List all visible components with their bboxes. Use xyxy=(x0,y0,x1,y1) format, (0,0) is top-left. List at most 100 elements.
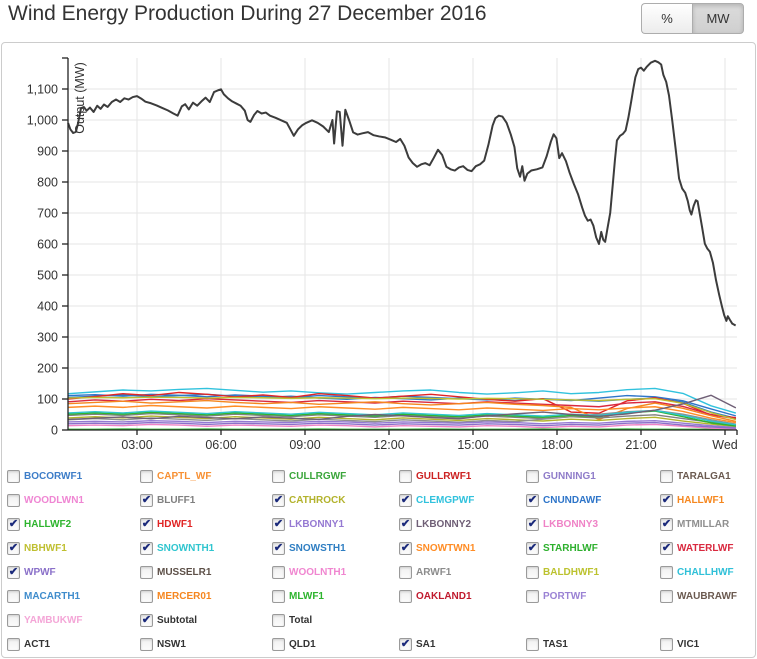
page-title: Wind Energy Production During 27 Decembe… xyxy=(8,2,487,25)
legend-item-WPWF: ✔ WPWF xyxy=(7,560,140,584)
legend-checkbox-CNUNDAWF[interactable]: ✔ xyxy=(526,493,539,507)
legend-label-BALDHWF1: BALDHWF1 xyxy=(543,566,600,578)
series-legend: BOCORWF1 CAPTL_WF CULLRGWF GULLRWF1 GUNNING1… xyxy=(2,464,755,656)
legend-item-SNOWNTH1: ✔ SNOWNTH1 xyxy=(140,536,272,560)
legend-checkbox-SNOWTWN1[interactable]: ✔ xyxy=(399,541,412,555)
legend-label-CATHROCK: CATHROCK xyxy=(289,494,346,506)
legend-label-MLWF1: MLWF1 xyxy=(289,590,324,602)
legend-checkbox-STARHLWF[interactable]: ✔ xyxy=(526,541,539,555)
legend-item-SA1: ✔ SA1 xyxy=(399,632,526,656)
legend-checkbox-GULLRWF1[interactable] xyxy=(399,469,412,483)
legend-item-NBHWF1: ✔ NBHWF1 xyxy=(7,536,140,560)
legend-checkbox-NBHWF1[interactable]: ✔ xyxy=(7,541,20,555)
legend-label-GUNNING1: GUNNING1 xyxy=(543,470,596,482)
legend-checkbox-YAMBUKWF[interactable] xyxy=(7,613,20,627)
legend-checkbox-SA1[interactable]: ✔ xyxy=(399,637,412,651)
legend-checkbox-BOCORWF1[interactable] xyxy=(7,469,20,483)
legend-checkbox-GUNNING1[interactable] xyxy=(526,469,539,483)
legend-label-LKBONNY1: LKBONNY1 xyxy=(289,518,345,530)
legend-label-YAMBUKWF: YAMBUKWF xyxy=(24,614,83,626)
mw-button[interactable]: MW xyxy=(692,3,744,34)
legend-checkbox-HALLWF2[interactable]: ✔ xyxy=(7,517,20,531)
legend-checkbox-VIC1[interactable] xyxy=(660,637,673,651)
legend-checkbox-MLWF1[interactable] xyxy=(272,589,285,603)
legend-label-BOCORWF1: BOCORWF1 xyxy=(24,470,83,482)
legend-checkbox-WOODLWN1[interactable] xyxy=(7,493,20,507)
legend-checkbox-BALDHWF1[interactable] xyxy=(526,565,539,579)
legend-item-MACARTH1: MACARTH1 xyxy=(7,584,140,608)
legend-checkbox-MERCER01[interactable] xyxy=(140,589,153,603)
legend-label-MACARTH1: MACARTH1 xyxy=(24,590,81,602)
legend-checkbox-HALLWF1[interactable]: ✔ xyxy=(660,493,673,507)
legend-checkbox-NSW1[interactable] xyxy=(140,637,153,651)
legend-label-CHALLHWF: CHALLHWF xyxy=(677,566,734,578)
legend-item-NSW1: NSW1 xyxy=(140,632,272,656)
legend-item-MLWF1: MLWF1 xyxy=(272,584,399,608)
legend-checkbox-ARWF1[interactable] xyxy=(399,565,412,579)
series-line-LKBONNY1 xyxy=(67,420,737,429)
legend-label-WOOLNTH1: WOOLNTH1 xyxy=(289,566,347,578)
legend-label-SNOWNTH1: SNOWNTH1 xyxy=(157,542,215,554)
legend-label-LKBONNY3: LKBONNY3 xyxy=(543,518,599,530)
series-line-SNOWTWN1 xyxy=(67,404,737,424)
legend-item-VIC1: VIC1 xyxy=(660,632,750,656)
legend-checkbox-CHALLHWF[interactable] xyxy=(660,565,673,579)
legend-label-WOODLWN1: WOODLWN1 xyxy=(24,494,84,506)
legend-checkbox-HDWF1[interactable]: ✔ xyxy=(140,517,153,531)
legend-checkbox-WATERLWF[interactable]: ✔ xyxy=(660,541,673,555)
y-tick-label: 700 xyxy=(37,207,58,221)
legend-checkbox-SNOWSTH1[interactable]: ✔ xyxy=(272,541,285,555)
legend-item-MERCER01: MERCER01 xyxy=(140,584,272,608)
legend-item-QLD1: QLD1 xyxy=(272,632,399,656)
legend-item-SNOWSTH1: ✔ SNOWSTH1 xyxy=(272,536,399,560)
legend-item-BALDHWF1: BALDHWF1 xyxy=(526,560,660,584)
legend-checkbox-QLD1[interactable] xyxy=(272,637,285,651)
legend-label-ARWF1: ARWF1 xyxy=(416,566,452,578)
y-tick-label: 0 xyxy=(51,424,58,438)
legend-item-CHALLHWF: CHALLHWF xyxy=(660,560,750,584)
legend-label-Subtotal: Subtotal xyxy=(157,614,197,626)
legend-item-MTMILLAR: ✔ MTMILLAR xyxy=(660,512,750,536)
legend-item-SNOWTWN1: ✔ SNOWTWN1 xyxy=(399,536,526,560)
legend-label-SA1: SA1 xyxy=(416,638,436,650)
legend-label-WAUBRAWF: WAUBRAWF xyxy=(677,590,737,602)
legend-item-WOOLNTH1: WOOLNTH1 xyxy=(272,560,399,584)
legend-checkbox-OAKLAND1[interactable] xyxy=(399,589,412,603)
legend-checkbox-PORTWF[interactable] xyxy=(526,589,539,603)
legend-checkbox-LKBONNY3[interactable]: ✔ xyxy=(526,517,539,531)
legend-checkbox-MUSSELR1[interactable] xyxy=(140,565,153,579)
legend-item-YAMBUKWF: YAMBUKWF xyxy=(7,608,140,632)
legend-checkbox-WPWF[interactable]: ✔ xyxy=(7,565,20,579)
legend-checkbox-CULLRGWF[interactable] xyxy=(272,469,285,483)
x-tick-label: Wed xyxy=(712,438,738,452)
legend-label-SNOWSTH1: SNOWSTH1 xyxy=(289,542,346,554)
x-tick-label: 18:00 xyxy=(541,438,572,452)
legend-checkbox-SNOWNTH1[interactable]: ✔ xyxy=(140,541,153,555)
legend-checkbox-ACT1[interactable] xyxy=(7,637,20,651)
legend-item-PORTWF: PORTWF xyxy=(526,584,660,608)
legend-checkbox-LKBONNY1[interactable]: ✔ xyxy=(272,517,285,531)
series-line-Subtotal xyxy=(67,59,737,327)
legend-checkbox-CATHROCK[interactable]: ✔ xyxy=(272,493,285,507)
legend-item-HALLWF2: ✔ HALLWF2 xyxy=(7,512,140,536)
percent-button[interactable]: % xyxy=(641,3,692,34)
legend-item-BOCORWF1: BOCORWF1 xyxy=(7,464,140,488)
legend-checkbox-WOOLNTH1[interactable] xyxy=(272,565,285,579)
legend-item-Total: Total xyxy=(272,608,399,632)
legend-checkbox-TARALGA1[interactable] xyxy=(660,469,673,483)
legend-checkbox-WAUBRAWF[interactable] xyxy=(660,589,673,603)
legend-checkbox-Total[interactable] xyxy=(272,613,285,627)
legend-item-WATERLWF: ✔ WATERLWF xyxy=(660,536,750,560)
legend-checkbox-BLUFF1[interactable]: ✔ xyxy=(140,493,153,507)
legend-checkbox-Subtotal[interactable]: ✔ xyxy=(140,613,153,627)
legend-label-HALLWF1: HALLWF1 xyxy=(677,494,725,506)
legend-checkbox-CAPTL_WF[interactable] xyxy=(140,469,153,483)
legend-checkbox-LKBONNY2[interactable]: ✔ xyxy=(399,517,412,531)
legend-checkbox-CLEMGPWF[interactable]: ✔ xyxy=(399,493,412,507)
legend-checkbox-TAS1[interactable] xyxy=(526,637,539,651)
legend-checkbox-MACARTH1[interactable] xyxy=(7,589,20,603)
legend-label-VIC1: VIC1 xyxy=(677,638,700,650)
x-tick-label: 12:00 xyxy=(373,438,404,452)
legend-checkbox-MTMILLAR[interactable]: ✔ xyxy=(660,517,673,531)
